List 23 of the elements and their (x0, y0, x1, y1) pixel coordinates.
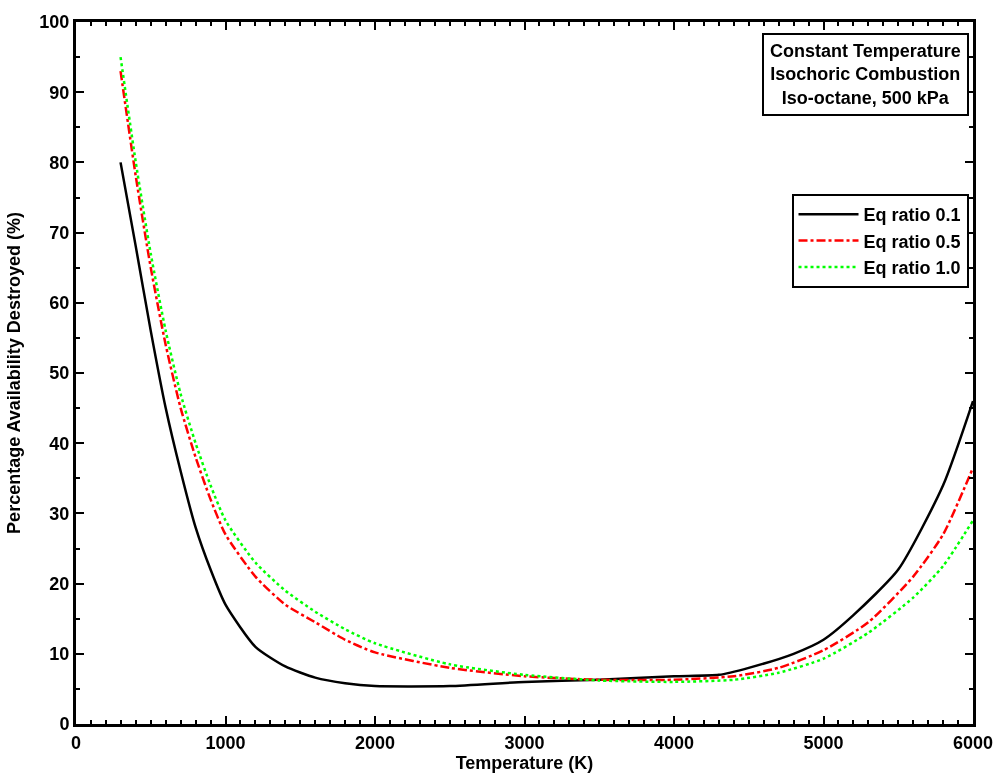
annotation: Constant Temperature Isochoric Combustion Iso-octane, 500 kPa (770, 41, 961, 108)
y-tick-label: 80 (49, 152, 70, 173)
legend-label: Eq ratio 1.0 (863, 258, 961, 279)
y-axis-title: Percentage Availability Destroyed (%) (3, 212, 24, 534)
y-tick-label: 60 (49, 293, 70, 314)
y-tick-label: 50 (49, 363, 70, 384)
x-tick-label: 3000 (504, 732, 545, 753)
x-tick-label: 1000 (205, 732, 246, 753)
x-tick-label: 2000 (354, 732, 396, 753)
legend-label: Eq ratio 0.1 (863, 205, 961, 226)
y-tick-label: 100 (39, 12, 70, 33)
y-tick-label: 20 (49, 573, 70, 594)
y-tick-label: 10 (49, 644, 70, 665)
x-tick-label: 6000 (952, 732, 994, 753)
x-tick-label: 5000 (803, 732, 844, 753)
x-axis-title: Temperature (K) (455, 752, 594, 773)
y-tick-label: 0 (59, 714, 70, 735)
y-tick-label: 90 (49, 82, 70, 103)
y-tick-label: 30 (49, 503, 70, 524)
y-tick-label: 70 (49, 222, 70, 243)
y-tick-label: 40 (49, 433, 70, 454)
x-tick-label: 4000 (653, 732, 695, 753)
legend-label: Eq ratio 0.5 (863, 231, 961, 252)
